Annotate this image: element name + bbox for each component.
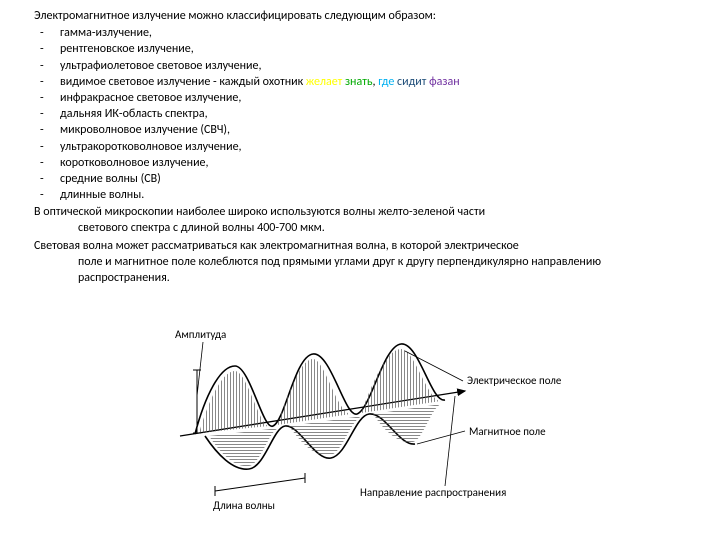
dash: -: [34, 90, 60, 106]
list-item: - дальняя ИК-область спектра,: [34, 106, 686, 122]
item-text: коротковолновое излучение,: [60, 155, 686, 171]
paragraph-2: Световая волна может рассматриваться как…: [34, 238, 686, 287]
dash: -: [34, 155, 60, 171]
para2-line2: поле и магнитное поле колеблются под пря…: [34, 254, 686, 286]
classification-list: -гамма-излучение, -рентгеновское излучен…: [34, 25, 686, 203]
item-text: гамма-излучение,: [60, 25, 686, 41]
mfield-lobe: [289, 416, 363, 455]
list-item-visible: -видимое световое излучение - каждый охо…: [34, 74, 686, 90]
item-text: инфракрасное световое излучение,: [60, 90, 686, 106]
mfield-lobe: [373, 404, 441, 442]
item-text: длинные волны.: [60, 187, 686, 203]
dash: -: [34, 139, 60, 155]
em-wave-diagram: Амплитуда Длина волны Электрическое поле…: [34, 296, 686, 526]
list-item: -инфракрасное световое излучение,: [34, 90, 686, 106]
paragraph-1: В оптической микроскопии наиболее широко…: [34, 204, 686, 236]
item-text: ультракоротковолновое излучение,: [60, 139, 686, 155]
para2-line1: Световая волна может рассматриваться как…: [34, 239, 519, 253]
list-item: -микроволновое излучение (СВЧ),: [34, 122, 686, 138]
efield-label: Электрическое поле: [467, 374, 562, 387]
item-text: микроволновое излучение (СВЧ),: [60, 122, 686, 138]
direction-label: Направление распространения: [360, 486, 506, 499]
dash: -: [34, 122, 60, 138]
wave-svg: Амплитуда Длина волны Электрическое поле…: [145, 296, 575, 526]
item-text: ультрафиолетовое световое излучение,: [60, 58, 686, 74]
wavelength-line: [215, 478, 305, 491]
item-text: средние волны (СВ): [60, 171, 686, 187]
list-item: - длинные волны.: [34, 187, 686, 203]
list-item: -средние волны (СВ): [34, 171, 686, 187]
dash: -: [34, 25, 60, 41]
visible-text: видимое световое излучение - каждый охот…: [60, 74, 686, 90]
intro-text: Электромагнитное излучение можно классиф…: [34, 8, 686, 24]
dash: -: [34, 58, 60, 74]
para1-line2: светового спектра с длиной волны 400-700…: [34, 220, 686, 236]
item-text: рентгеновское излучение,: [60, 41, 686, 57]
list-item: -ультрафиолетовое световое излучение,: [34, 58, 686, 74]
efield-lobe: [199, 371, 269, 433]
amplitude-label: Амплитуда: [175, 328, 226, 341]
item-text: дальняя ИК-область спектра,: [60, 106, 686, 122]
wavelength-label: Длина волны: [213, 499, 275, 512]
para1-line1: В оптической микроскопии наиболее широко…: [34, 205, 485, 219]
list-item: -ультракоротковолновое излучение,: [34, 139, 686, 155]
dash: -: [34, 74, 60, 90]
list-item: -коротковолновое излучение,: [34, 155, 686, 171]
dash: -: [34, 41, 60, 57]
dash: -: [34, 106, 60, 122]
dash: -: [34, 171, 60, 187]
list-item: -гамма-излучение,: [34, 25, 686, 41]
dash: -: [34, 187, 60, 203]
list-item: -рентгеновское излучение,: [34, 41, 686, 57]
mfield-label: Магнитное поле: [469, 425, 546, 438]
